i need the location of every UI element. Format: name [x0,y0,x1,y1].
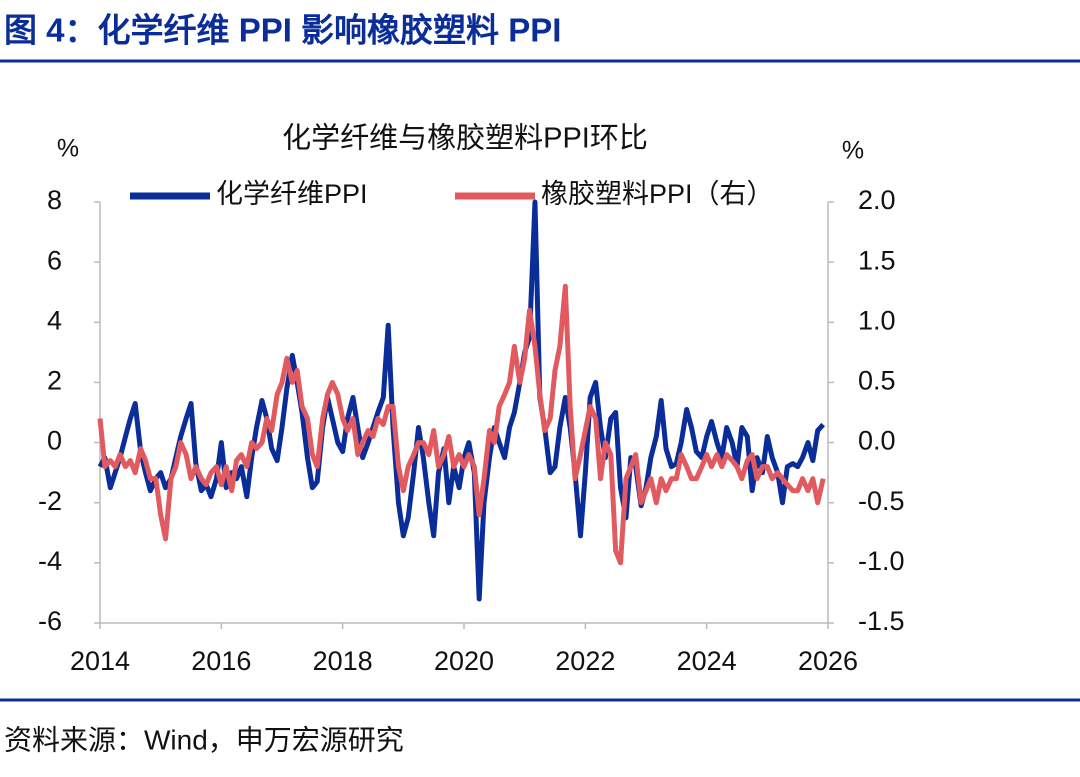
series-line [97,283,826,566]
y-tick-label: 6 [47,245,62,275]
y-tick-label: 4 [47,305,62,335]
y2-tick-label: -0.5 [858,486,905,516]
legend-label: 化学纤维PPI [216,179,368,209]
y-tick-label: -4 [38,546,62,576]
y2-tick-label: 2.0 [858,185,896,215]
y-tick-label: -6 [38,606,62,636]
x-tick-label: 2024 [677,646,737,676]
y2-tick-label: -1.0 [858,546,905,576]
y-tick-label: -2 [38,486,62,516]
x-tick-label: 2016 [191,646,251,676]
legend-label: 橡胶塑料PPI（右） [541,179,774,209]
y2-tick-label: 0.5 [858,366,896,396]
plot: -6 -4 -2 0 2 4 6 8 -1.5 -1.0 -0.5 0.0 0.5 1.0 1.5 2.0 20… [38,179,905,676]
y2-tick-label: 1.5 [858,245,896,275]
y2-unit: % [842,137,864,165]
x-tick-label: 2022 [555,646,615,676]
header-title: 图 4：化学纤维 PPI 影响橡胶塑料 PPI [4,12,561,49]
y2-tick-label: -1.5 [858,606,905,636]
y-unit: % [57,135,79,163]
y-tick-label: 2 [47,366,62,396]
source: 资料来源：Wind，申万宏源研究 [4,724,404,755]
y2-tick-label: 0.0 [858,426,896,456]
x-tick-label: 2020 [434,646,494,676]
x-tick-label: 2018 [313,646,373,676]
x-tick-label: 2014 [70,646,130,676]
y2-tick-label: 1.0 [858,305,896,335]
chart-title: 化学纤维与橡胶塑料PPI环比 [282,122,648,155]
y-tick-label: 8 [47,185,62,215]
series-line [97,199,826,602]
x-tick-label: 2026 [798,646,858,676]
y-tick-label: 0 [47,426,62,456]
